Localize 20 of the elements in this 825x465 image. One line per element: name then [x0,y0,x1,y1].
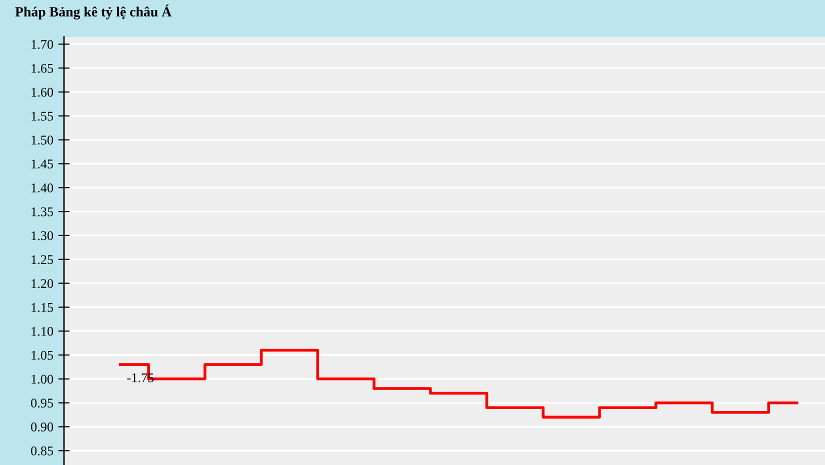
y-tick-label: 1.50 [32,136,54,145]
y-tick-label: 1.40 [32,183,54,192]
y-tick-label: 1.55 [32,112,54,121]
y-tick-label: 1.60 [32,88,54,97]
annotation: -1.75 [127,373,154,382]
y-tick-label: 1.35 [32,207,54,216]
y-tick-label: 0.90 [30,422,54,432]
y-tick-label: 1.10 [32,326,54,336]
y-tick-label: 1.70 [32,40,54,49]
y-tick-label: 1.15 [32,303,54,312]
y-tick-label: 0.95 [30,398,54,408]
y-tick-label: 1.45 [32,160,54,168]
y-tick-label: 1.05 [32,350,54,360]
y-tick-label: 1.30 [32,231,54,240]
y-tick-label: 1.20 [32,279,54,288]
y-tick-label: 1.25 [32,255,54,264]
chart-title: Pháp Bảng kê tỷ lệ châu Á [15,4,172,20]
y-tick-label: 0.85 [30,446,54,456]
y-tick-label: 1.65 [32,64,54,73]
y-tick-label: 1.00 [32,374,54,384]
